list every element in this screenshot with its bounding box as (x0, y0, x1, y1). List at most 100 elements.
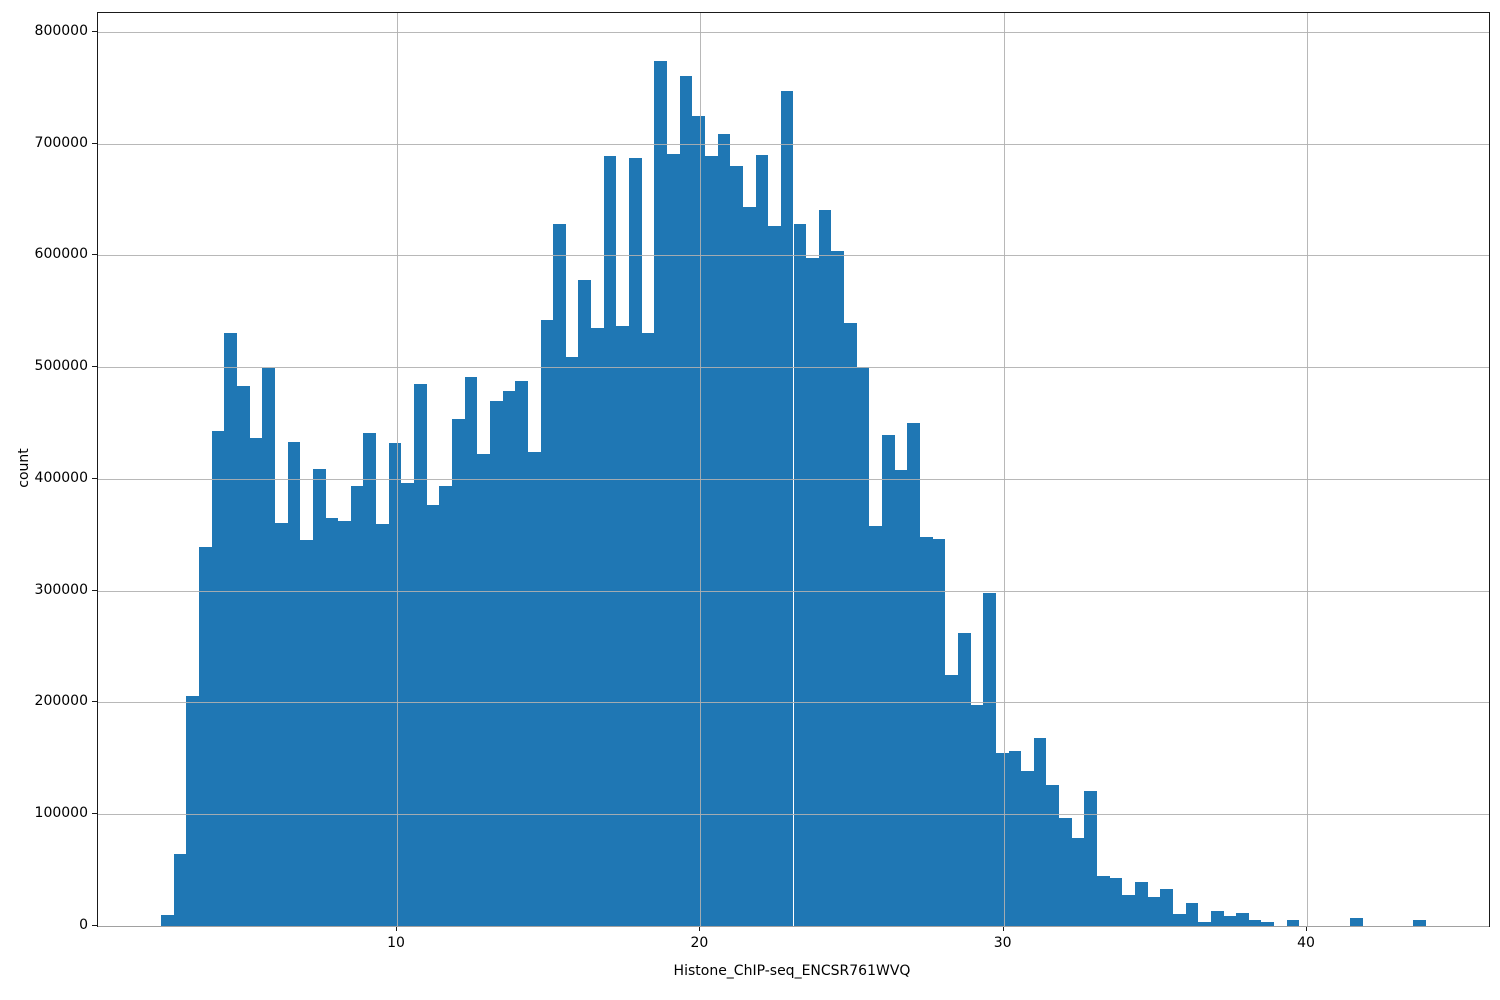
histogram-bar (957, 633, 971, 926)
y-tick-mark (92, 254, 97, 256)
y-tick-label: 300000 (34, 581, 88, 598)
bars-layer (98, 13, 1489, 926)
histogram-bar (730, 166, 743, 926)
histogram-bar (793, 224, 807, 926)
histogram-bar (970, 704, 984, 926)
histogram-bar (844, 322, 857, 926)
histogram-bar (919, 537, 933, 926)
histogram-bar (1198, 921, 1211, 926)
y-tick-mark (92, 142, 97, 144)
x-tick-mark (1306, 926, 1307, 931)
histogram-bar (1071, 837, 1085, 926)
histogram-bar (704, 156, 718, 926)
y-tick-label: 600000 (34, 246, 88, 263)
histogram-bar (641, 332, 655, 926)
histogram-bar (388, 443, 402, 926)
histogram-bar (161, 915, 174, 926)
histogram-bar (1084, 790, 1098, 926)
histogram-bar (768, 226, 781, 926)
histogram-bar (451, 418, 465, 926)
y-tick-label: 0 (79, 917, 88, 933)
histogram-bar (312, 468, 326, 926)
y-tick-label: 800000 (34, 22, 88, 39)
histogram-bar (350, 485, 364, 926)
histogram-bar (742, 207, 756, 926)
histogram-bar (1248, 920, 1262, 926)
y-tick-mark (92, 30, 97, 32)
histogram-bar (199, 547, 212, 926)
histogram-bar (527, 452, 541, 926)
histogram-bar (1185, 902, 1199, 926)
histogram-bar (616, 325, 630, 926)
histogram-bar (995, 752, 1009, 926)
histogram-bar (882, 435, 895, 926)
y-tick-mark (92, 701, 97, 703)
histogram-bar (1046, 785, 1060, 926)
histogram-bar (1021, 770, 1034, 926)
x-tick-label: 10 (387, 935, 405, 951)
histogram-bar (173, 853, 187, 926)
x-tick-mark (1002, 926, 1004, 931)
y-tick-label: 400000 (34, 469, 88, 486)
histogram-bar (1160, 889, 1173, 926)
histogram-bar (1147, 896, 1161, 926)
histogram-bar (1122, 894, 1135, 926)
histogram-bar (856, 367, 870, 926)
x-tick-mark (396, 926, 398, 931)
histogram-bar (287, 442, 301, 926)
histogram-bar (717, 133, 731, 926)
y-tick-label: 500000 (34, 358, 88, 375)
histogram-bar (363, 433, 377, 926)
histogram-bar (692, 115, 705, 926)
y-tick-mark (92, 813, 97, 815)
histogram-bar (945, 674, 958, 926)
histogram-bar (439, 485, 452, 926)
histogram-bar (489, 400, 503, 926)
histogram-bar (932, 539, 946, 926)
histogram-bar (1059, 817, 1072, 926)
histogram-bar (629, 158, 642, 926)
histogram-bar (502, 390, 516, 926)
histogram-bar (578, 280, 592, 926)
gridline-horizontal (98, 926, 1489, 927)
histogram-bar (1261, 921, 1275, 926)
histogram-bar (780, 91, 794, 926)
histogram-bar (236, 386, 250, 926)
histogram-bar (540, 320, 554, 926)
histogram-bar (477, 454, 490, 926)
histogram-bar (249, 437, 263, 926)
histogram-bar (983, 592, 996, 926)
y-tick-label: 200000 (34, 693, 88, 710)
y-tick-mark (92, 477, 97, 479)
x-tick-mark (699, 926, 701, 931)
histogram-bar (755, 154, 769, 926)
histogram-bar (426, 504, 440, 926)
x-axis-label: Histone_ChIP-seq_ENCSR761WVQ (673, 963, 911, 979)
histogram-bar (186, 695, 200, 926)
histogram-bar (515, 380, 528, 926)
histogram-bar (401, 483, 415, 926)
histogram-bar (818, 209, 832, 926)
histogram-bar (1286, 920, 1300, 926)
histogram-bar (1210, 911, 1224, 926)
histogram-bar (654, 61, 667, 926)
y-tick-mark (92, 925, 97, 926)
y-tick-label: 100000 (34, 805, 88, 822)
histogram-bar (1008, 750, 1022, 926)
histogram-bar (1236, 912, 1249, 926)
histogram-bar (831, 251, 845, 926)
histogram-bar (1223, 915, 1237, 926)
y-tick-label: 700000 (34, 134, 88, 151)
histogram-bar (300, 540, 313, 926)
histogram-bar (1413, 920, 1426, 926)
histogram-bar (338, 521, 351, 926)
histogram-bar (565, 357, 579, 926)
histogram-bar (1097, 875, 1110, 926)
histogram-bar (806, 257, 819, 926)
histogram-bar (553, 224, 566, 926)
histogram-bar (679, 75, 693, 926)
histogram-bar (262, 368, 275, 926)
histogram-bar (1109, 877, 1123, 926)
histogram-bar (224, 332, 237, 926)
